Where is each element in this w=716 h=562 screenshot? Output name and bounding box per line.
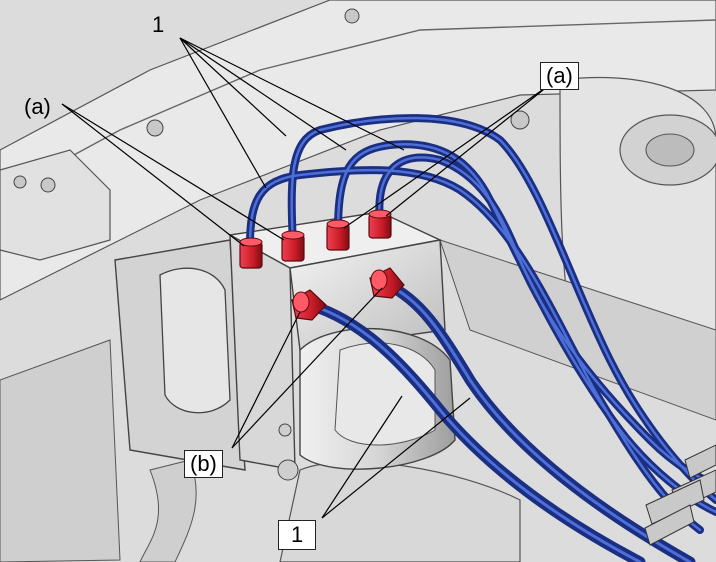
bolt-left-1 [40, 177, 56, 193]
callout-a-right: (a) [540, 62, 579, 90]
bolt-left-2 [13, 175, 27, 189]
callout-1-top: 1 [152, 12, 165, 37]
bolt-top-1 [344, 8, 360, 24]
bracket-left [0, 149, 111, 261]
abs-block-side [289, 239, 446, 351]
abs-connector [159, 267, 231, 414]
flare-nut-a-1 [239, 237, 263, 269]
pipe-clips [644, 444, 716, 546]
brake-pipes-lower [304, 279, 696, 562]
flare-nut-b-2 [369, 267, 405, 299]
bay-panel-top [0, 0, 716, 301]
flare-nut-b-1 [291, 289, 327, 321]
lower-rail [0, 339, 121, 562]
flare-nut-a-3 [326, 219, 350, 251]
callout-a-left: (a) [24, 94, 51, 119]
callout-b: (b) [184, 450, 223, 478]
bolt-top-3 [146, 119, 164, 137]
flare-nut-a-2 [281, 230, 305, 262]
strut-mount-inner [645, 133, 695, 167]
hose-lower-left [139, 459, 197, 562]
flare-nut-a-4 [368, 209, 392, 239]
abs-mount-nut-2 [278, 423, 292, 437]
fender-rail [439, 239, 716, 421]
brake-pipes-upper [246, 114, 716, 534]
abs-mount-nut [277, 459, 299, 481]
bolt-top-2 [510, 110, 530, 130]
leader-lines [61, 37, 549, 519]
bay-panel-ridge [0, 19, 716, 196]
callout-1-bottom: 1 [278, 520, 317, 550]
